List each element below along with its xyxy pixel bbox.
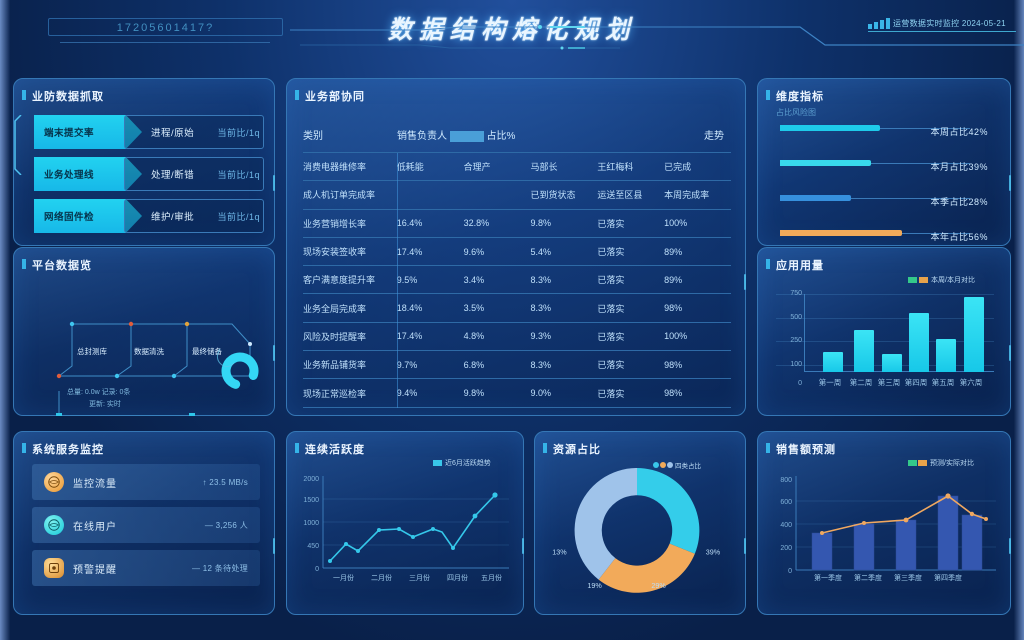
- svg-text:三月份: 三月份: [409, 573, 430, 582]
- svg-text:39%: 39%: [706, 547, 721, 556]
- svg-text:800: 800: [780, 477, 792, 484]
- svg-text:五月份: 五月份: [481, 573, 502, 582]
- svg-text:2000: 2000: [303, 476, 319, 483]
- svg-text:第四季度: 第四季度: [934, 573, 962, 582]
- svg-text:0: 0: [315, 566, 319, 573]
- svg-text:二月份: 二月份: [371, 573, 392, 582]
- svg-text:1500: 1500: [303, 497, 319, 504]
- svg-text:总封测库: 总封测库: [77, 346, 107, 356]
- svg-text:第二季度: 第二季度: [854, 573, 882, 582]
- svg-text:四月份: 四月份: [447, 573, 468, 582]
- svg-text:29%: 29%: [651, 581, 666, 590]
- svg-text:13%: 13%: [552, 547, 567, 556]
- svg-text:一月份: 一月份: [333, 573, 354, 582]
- svg-text:总量: 0.0w 记录: 0条: 总量: 0.0w 记录: 0条: [67, 387, 130, 396]
- svg-text:200: 200: [780, 545, 792, 552]
- svg-text:更新: 实时: 更新: 实时: [89, 399, 121, 408]
- svg-text:600: 600: [780, 499, 792, 506]
- svg-text:数据清洗: 数据清洗: [134, 346, 164, 356]
- svg-text:450: 450: [307, 543, 319, 550]
- svg-text:0: 0: [788, 568, 792, 575]
- svg-text:19%: 19%: [587, 581, 602, 590]
- svg-text:第一季度: 第一季度: [814, 573, 842, 582]
- svg-text:第三季度: 第三季度: [894, 573, 922, 582]
- svg-text:1000: 1000: [303, 520, 319, 527]
- svg-text:400: 400: [780, 522, 792, 529]
